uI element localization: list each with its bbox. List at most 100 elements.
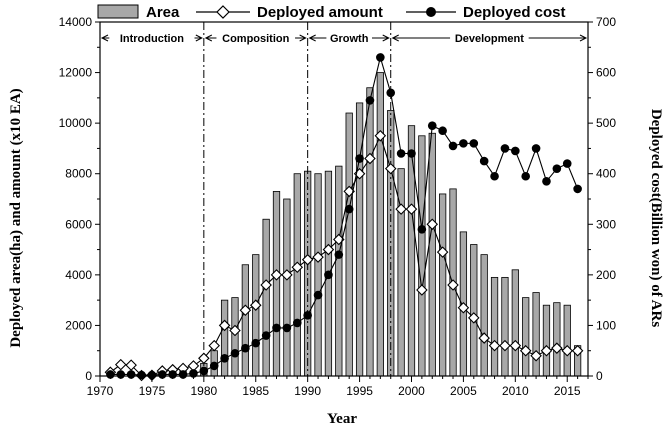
area-bar: [231, 297, 239, 377]
area-bar: [272, 191, 281, 377]
legend-cost-marker: [426, 7, 436, 17]
amount-point: [540, 344, 553, 357]
amount-point: [114, 358, 127, 371]
amount-point: [519, 344, 532, 357]
y-right-tick-label: 500: [596, 116, 616, 130]
legend-area-label: Area: [146, 4, 180, 21]
amount-point: [374, 130, 387, 142]
x-tick-label: 1980: [190, 384, 217, 398]
phase-arrowhead-left: [100, 34, 109, 42]
cost-point: [272, 323, 281, 333]
phase-arrowhead-left: [308, 34, 316, 42]
phase-arrowhead-right: [382, 34, 390, 42]
x-tick-label: 1970: [87, 384, 114, 398]
x-tick-label: 2010: [502, 384, 529, 398]
phase-arrowhead-left: [391, 34, 399, 42]
cost-point: [427, 121, 437, 130]
y-left-tick-label: 12000: [59, 66, 93, 80]
amount-point: [229, 324, 241, 337]
area-bar: [314, 173, 322, 377]
area-bar: [418, 135, 426, 377]
cost-point: [292, 318, 302, 328]
y-left-tick-label: 8000: [65, 167, 92, 181]
cost-point: [531, 144, 541, 153]
cost-point: [137, 370, 146, 380]
cost-point: [386, 88, 396, 98]
y-axis-left-label: Deployed area(ha) and amount (x10 EA): [8, 88, 24, 347]
cost-point: [344, 204, 354, 214]
y-axis-right-label: Deployed cost(Billion won) of ARs: [648, 109, 663, 328]
amount-point: [384, 162, 397, 175]
cost-point: [417, 225, 427, 234]
x-axis-label: Year: [327, 411, 357, 427]
cost-point: [376, 53, 385, 62]
phase-label-bg: [326, 34, 372, 42]
amount-point: [343, 185, 355, 198]
legend-cost-label: Deployed cost: [463, 4, 566, 21]
cost-point: [241, 343, 250, 353]
phase-arrowhead-right: [195, 34, 203, 42]
cost-point: [282, 323, 292, 333]
cost-point: [303, 311, 312, 320]
area-bar: [220, 299, 229, 377]
y-right-tick-label: 400: [596, 167, 616, 181]
phase-label-bg: [109, 34, 195, 42]
legend-amount-marker: [216, 5, 230, 19]
area-bar: [522, 297, 530, 377]
cost-point: [542, 177, 551, 186]
x-tick-label: 1995: [346, 384, 373, 398]
phase-label: Introduction: [120, 33, 184, 45]
area-bar: [439, 193, 447, 377]
cost-point: [334, 250, 344, 259]
cost-line-layer: [106, 53, 582, 380]
amount-point: [198, 352, 210, 365]
cost-point: [313, 290, 323, 300]
amount-point: [239, 304, 252, 317]
area-bar: [262, 218, 270, 377]
amount-point: [312, 251, 324, 263]
amount-point: [488, 339, 501, 352]
area-bar: [252, 254, 260, 377]
x-tick-label: 1975: [139, 384, 166, 398]
area-bar: [407, 125, 416, 377]
phase-arrowhead-right: [299, 34, 307, 42]
y-left-tick-label: 0: [85, 369, 92, 383]
x-tick-label: 2005: [450, 384, 477, 398]
phase-label: Composition: [222, 33, 289, 45]
y-right-tick-label: 600: [596, 66, 616, 80]
amount-point: [561, 344, 574, 357]
cost-point: [147, 370, 157, 380]
cost-point: [199, 366, 209, 376]
amount-point: [260, 279, 272, 291]
legend-area-swatch: [97, 4, 139, 19]
phase-label: Development: [455, 33, 524, 45]
amount-point: [301, 253, 314, 266]
amount-point: [571, 344, 584, 357]
amount-point: [249, 299, 262, 311]
cost-series-line: [110, 55, 579, 376]
y-left-tick-label: 2000: [65, 318, 92, 332]
x-tick-label: 2000: [398, 384, 425, 398]
amount-point: [218, 319, 231, 332]
bars-layer: [106, 72, 582, 377]
amount-point: [416, 284, 428, 296]
phase-arrowhead-right: [579, 34, 588, 42]
area-bar: [293, 173, 301, 377]
area-bar: [428, 132, 436, 377]
area-bar: [490, 276, 499, 377]
y-left-tick-label: 10000: [59, 116, 93, 130]
amount-point: [457, 301, 470, 314]
amount-line-layer: [104, 130, 584, 382]
y-axis-right: 0 100 200 300 400 500 600 700: [588, 15, 616, 383]
area-bar: [470, 244, 478, 377]
cost-point: [552, 164, 562, 173]
x-tick-label: 1985: [242, 384, 269, 398]
legend: Area Deployed amount Deployed cost: [97, 4, 566, 21]
cost-point: [490, 171, 499, 181]
y-left-tick-label: 6000: [65, 217, 92, 231]
amount-point: [478, 332, 490, 344]
amount-point: [291, 261, 304, 274]
amount-point: [322, 243, 335, 256]
amount-point: [405, 203, 418, 215]
